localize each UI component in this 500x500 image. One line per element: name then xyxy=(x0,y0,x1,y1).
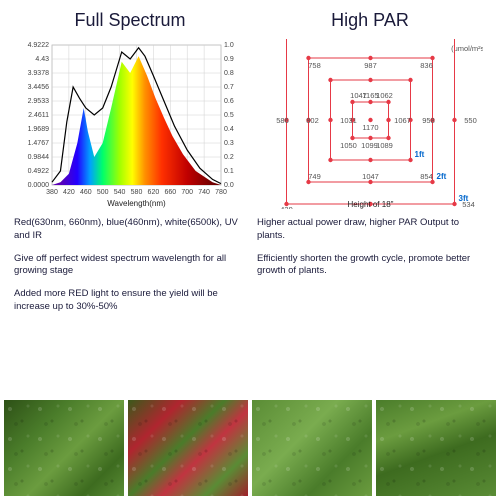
svg-text:740: 740 xyxy=(198,189,210,196)
svg-text:780: 780 xyxy=(215,189,227,196)
svg-text:1031: 1031 xyxy=(340,116,357,125)
svg-text:586: 586 xyxy=(276,116,289,125)
svg-text:802: 802 xyxy=(306,116,319,125)
svg-text:1165: 1165 xyxy=(362,91,378,100)
left-title: Full Spectrum xyxy=(74,10,185,31)
svg-text:0.4: 0.4 xyxy=(224,126,234,133)
svg-text:540: 540 xyxy=(113,189,125,196)
svg-text:1050: 1050 xyxy=(340,141,357,150)
plant-photo xyxy=(4,400,124,496)
svg-text:0.9: 0.9 xyxy=(224,56,234,63)
svg-text:4.43: 4.43 xyxy=(35,56,49,63)
svg-text:3.9378: 3.9378 xyxy=(27,70,49,77)
spectrum-chart: 380 420 460 500 540 580 620 660 700 740 780 0.0000 0… xyxy=(18,39,243,209)
svg-text:2.9533: 2.9533 xyxy=(27,98,49,105)
svg-text:620: 620 xyxy=(147,189,159,196)
svg-text:429: 429 xyxy=(280,205,293,209)
svg-text:1.0: 1.0 xyxy=(224,42,234,49)
svg-text:0.9844: 0.9844 xyxy=(27,154,49,161)
svg-text:854: 854 xyxy=(420,172,433,181)
svg-text:758: 758 xyxy=(308,61,321,70)
right-title: High PAR xyxy=(331,10,409,31)
svg-text:1062: 1062 xyxy=(376,91,393,100)
svg-text:660: 660 xyxy=(164,189,176,196)
svg-text:493: 493 xyxy=(462,39,475,40)
svg-text:958: 958 xyxy=(422,116,435,125)
svg-text:1.4767: 1.4767 xyxy=(27,140,49,147)
svg-text:4.9222: 4.9222 xyxy=(27,42,49,49)
svg-text:460: 460 xyxy=(79,189,91,196)
svg-text:0.7: 0.7 xyxy=(224,84,234,91)
svg-text:2.4611: 2.4611 xyxy=(28,112,49,119)
desc-line: Give off perfect widest spectrum wavelen… xyxy=(14,253,243,279)
svg-text:0.8: 0.8 xyxy=(224,70,234,77)
svg-text:580: 580 xyxy=(130,189,142,196)
svg-text:1047: 1047 xyxy=(362,172,379,181)
svg-text:0.0000: 0.0000 xyxy=(27,182,49,189)
svg-text:0.0: 0.0 xyxy=(224,182,234,189)
desc-line: Red(630nm, 660nm), blue(460nm), white(65… xyxy=(14,217,243,243)
svg-text:550: 550 xyxy=(464,116,477,125)
svg-text:1089: 1089 xyxy=(376,141,393,150)
svg-text:987: 987 xyxy=(364,61,377,70)
svg-text:1ft: 1ft xyxy=(414,150,424,159)
desc-line: Higher actual power draw, higher PAR Out… xyxy=(257,217,486,243)
par-chart: (umol/m²s)1ft2ft3ft117010471062106710891… xyxy=(258,39,483,209)
plant-photo xyxy=(376,400,496,496)
svg-text:0.2: 0.2 xyxy=(224,154,234,161)
plant-photo xyxy=(128,400,248,496)
svg-text:500: 500 xyxy=(96,189,108,196)
plant-image-strip xyxy=(0,400,500,500)
svg-text:0.3: 0.3 xyxy=(224,140,234,147)
left-description: Red(630nm, 660nm), blue(460nm), white(65… xyxy=(14,217,243,324)
svg-text:534: 534 xyxy=(462,200,475,209)
svg-text:1067: 1067 xyxy=(394,116,411,125)
svg-text:420: 420 xyxy=(63,189,75,196)
svg-text:0.6: 0.6 xyxy=(224,98,234,105)
right-description: Higher actual power draw, higher PAR Out… xyxy=(257,217,486,324)
svg-text:Wavelength(nm): Wavelength(nm) xyxy=(107,199,166,208)
svg-text:0.5: 0.5 xyxy=(224,112,234,119)
svg-text:1.9689: 1.9689 xyxy=(27,126,49,133)
svg-text:Height of 18": Height of 18" xyxy=(347,200,393,209)
svg-text:700: 700 xyxy=(181,189,193,196)
svg-text:(umol/m²s): (umol/m²s) xyxy=(451,44,483,53)
desc-line: Efficiently shorten the growth cycle, pr… xyxy=(257,253,486,279)
plant-photo xyxy=(252,400,372,496)
svg-text:1099: 1099 xyxy=(361,141,378,150)
svg-text:3.4456: 3.4456 xyxy=(27,84,49,91)
svg-text:0.1: 0.1 xyxy=(224,168,234,175)
svg-text:2ft: 2ft xyxy=(436,172,446,181)
desc-line: Added more RED light to ensure the yield… xyxy=(14,288,243,314)
svg-text:749: 749 xyxy=(308,172,321,181)
svg-text:1170: 1170 xyxy=(362,123,378,132)
svg-text:836: 836 xyxy=(420,61,433,70)
svg-text:0.4922: 0.4922 xyxy=(27,168,49,175)
svg-text:380: 380 xyxy=(46,189,58,196)
